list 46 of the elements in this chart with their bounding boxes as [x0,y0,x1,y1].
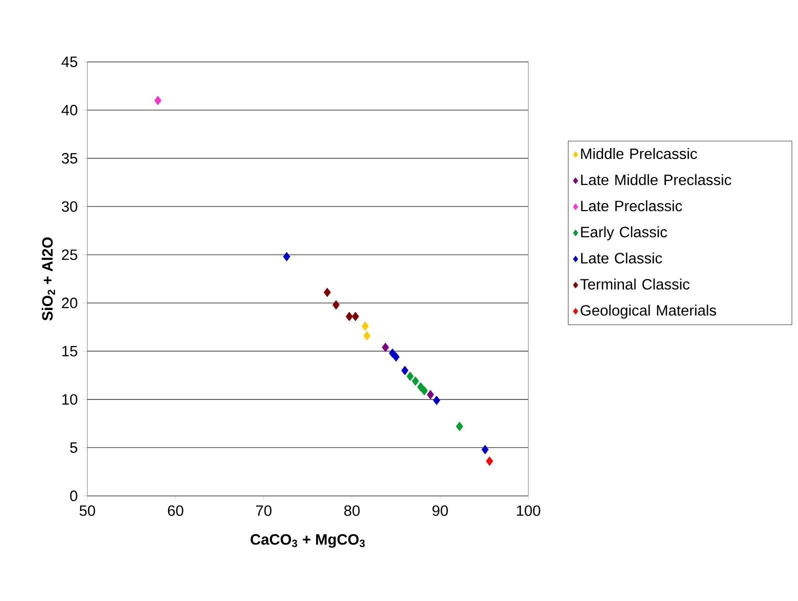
point [332,300,340,310]
point [406,372,414,381]
point [363,331,370,340]
legend-label: Late Middle Preclassic [581,174,732,186]
y-tick-label: 20 [62,298,78,308]
y-tick-label: 40 [62,104,78,116]
legend-label: Late Preclassic [581,200,682,212]
y-tick-label: 30 [62,201,78,212]
point [482,444,489,454]
x-tick-label: 50 [80,505,96,516]
point [362,321,369,331]
point [456,422,464,432]
point [154,96,162,106]
point [346,312,353,322]
point [352,312,360,322]
legend-label: Geological Materials [580,304,716,319]
y-tick-label: 0 [70,490,78,502]
point [324,288,331,298]
x-tick-label: 80 [344,505,360,516]
legend-label: Terminal Classic [580,278,690,290]
point [433,396,440,406]
point [392,352,400,362]
point [412,376,419,386]
point [382,342,390,352]
x-tick-label: 70 [256,505,272,516]
point [401,366,408,376]
y-tick-label: 45 [62,56,78,68]
y-tick-label: 5 [70,442,78,453]
y-tick-label: 10 [62,394,78,405]
point [426,390,434,400]
y-axis-title: SiO$_{2}$ + Al2O [42,237,55,321]
x-axis-title: CaCO$_{3}$ + MgCO$_{3}$ [250,534,365,548]
x-tick-label: 100 [516,505,540,516]
point [388,348,396,358]
legend-label: Middle Prelcassic [581,148,698,160]
point [420,386,428,396]
x-tick-label: 60 [168,505,184,516]
point [417,382,424,392]
y-tick-label: 15 [62,346,78,356]
legend-label: Late Classic [581,252,662,264]
point [283,252,290,262]
point [486,456,494,466]
y-tick-label: 35 [62,153,78,164]
x-tick-label: 90 [432,505,448,516]
legend-label: Early Classic [581,226,668,240]
y-tick-label: 25 [62,249,78,260]
